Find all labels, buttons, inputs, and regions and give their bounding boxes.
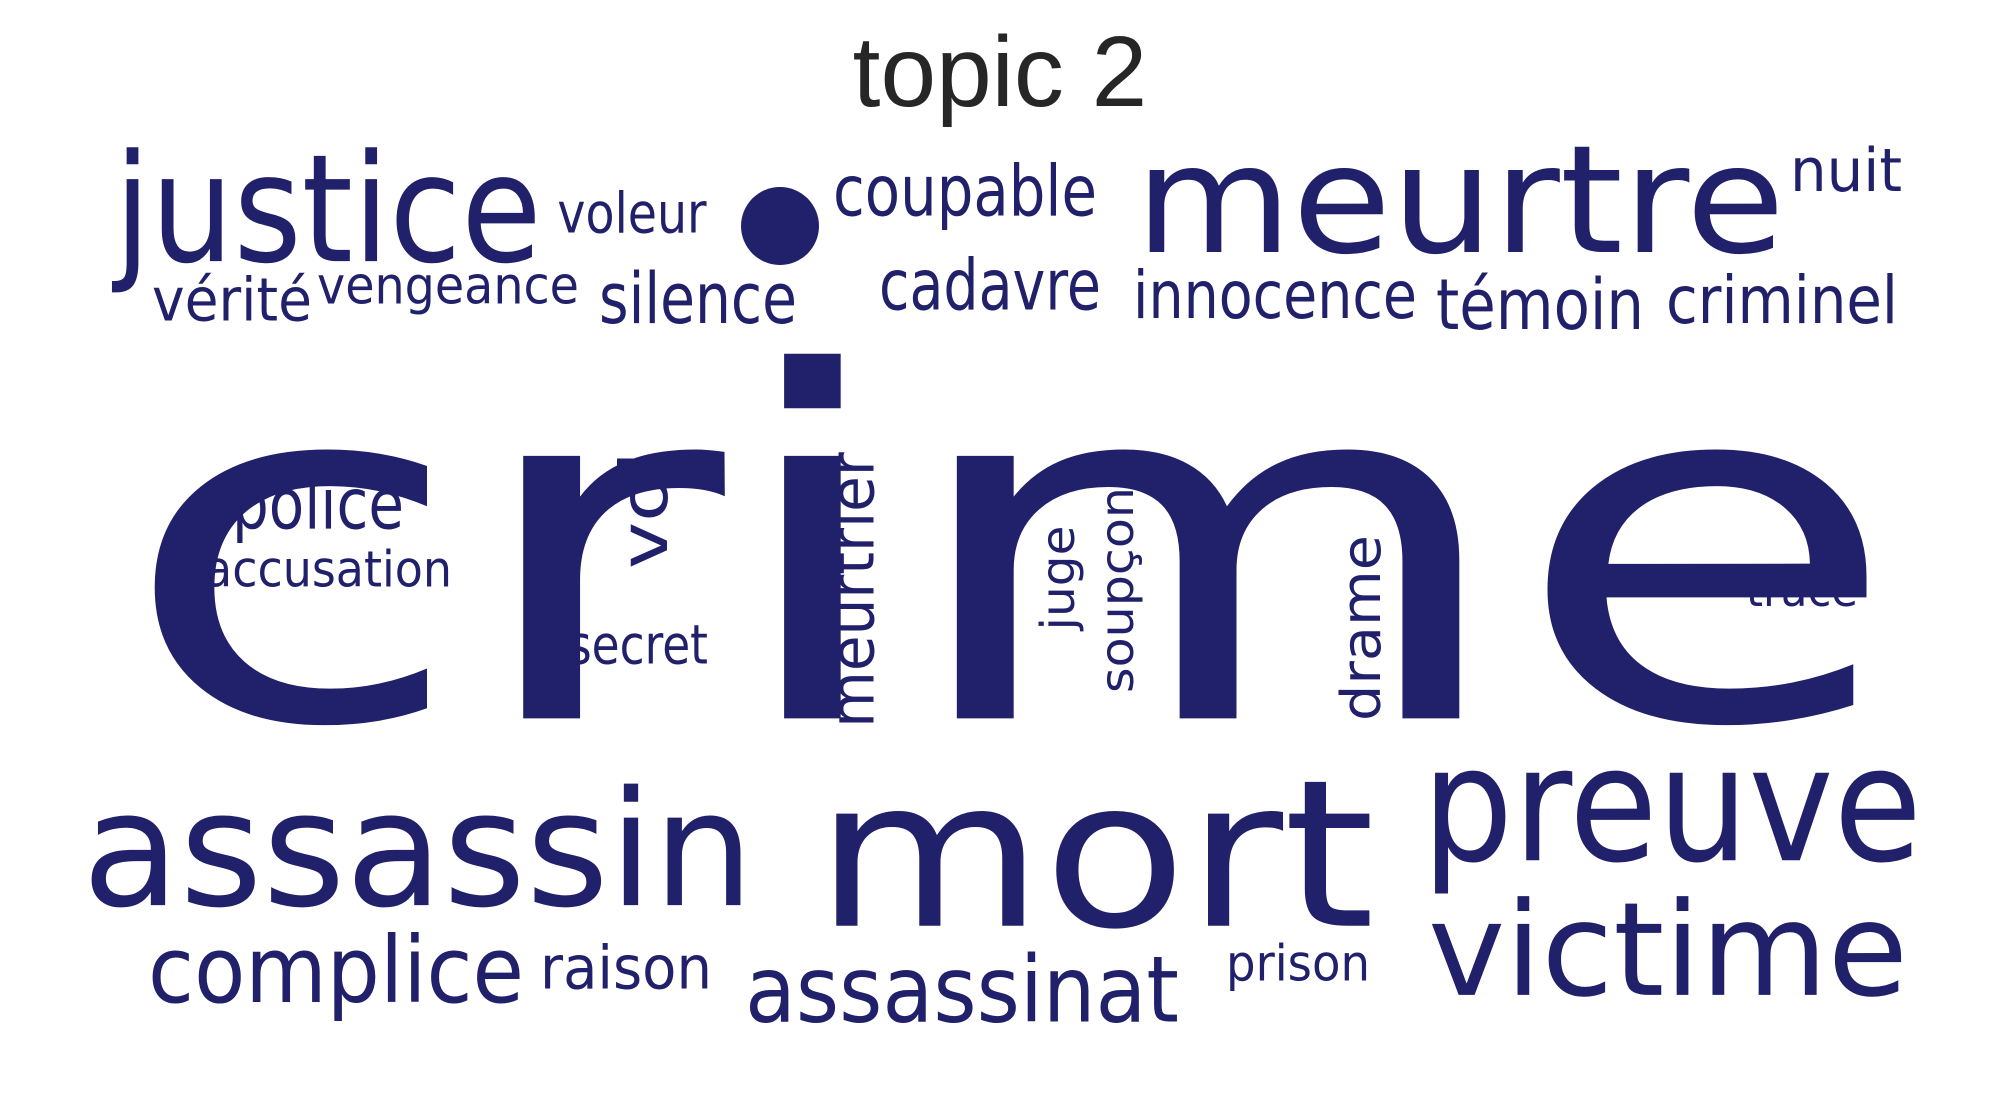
word-vol: vol [607, 451, 684, 569]
word-police: police [232, 464, 404, 546]
dot-mark [741, 187, 819, 265]
word-cadavre: cadavre [879, 244, 1101, 326]
word-silence: silence [599, 259, 797, 340]
word-prison: prison [1226, 935, 1370, 993]
word-complice: complice [148, 916, 524, 1024]
word-vengeance: vengeance [317, 256, 579, 316]
word-juge: juge [1032, 526, 1085, 632]
word-innocence: innocence [1133, 258, 1417, 335]
word-justice: justice [112, 123, 542, 298]
word-criminel: criminel [1666, 261, 1898, 339]
word-assassinat: assassinat [745, 936, 1179, 1043]
word-mort: mort [815, 736, 1375, 974]
figure-title: topic 2 [852, 16, 1148, 128]
word-voleur: voleur [557, 182, 707, 247]
word-accusation: accusation [204, 541, 452, 599]
word-meurtrier: meurtrier [817, 452, 889, 728]
word-soupcon: soupçon [1091, 487, 1144, 693]
word-drame: drame [1330, 535, 1393, 721]
word-preuve: preuve [1422, 712, 1922, 898]
word-victime: victime [1428, 874, 1908, 1026]
word-verite: vérité [152, 265, 312, 335]
word-trace: trace [1746, 563, 1858, 618]
word-raison: raison [540, 933, 712, 1003]
word-secret: secret [568, 614, 708, 677]
word-crime: crime [120, 272, 1900, 831]
word-nuit: nuit [1790, 135, 1902, 205]
word-coupable: coupable [833, 151, 1097, 233]
word-temoin: témoin [1436, 266, 1644, 347]
word-meurtre: meurtre [1135, 112, 1785, 287]
word-assassin: assassin [82, 757, 754, 943]
